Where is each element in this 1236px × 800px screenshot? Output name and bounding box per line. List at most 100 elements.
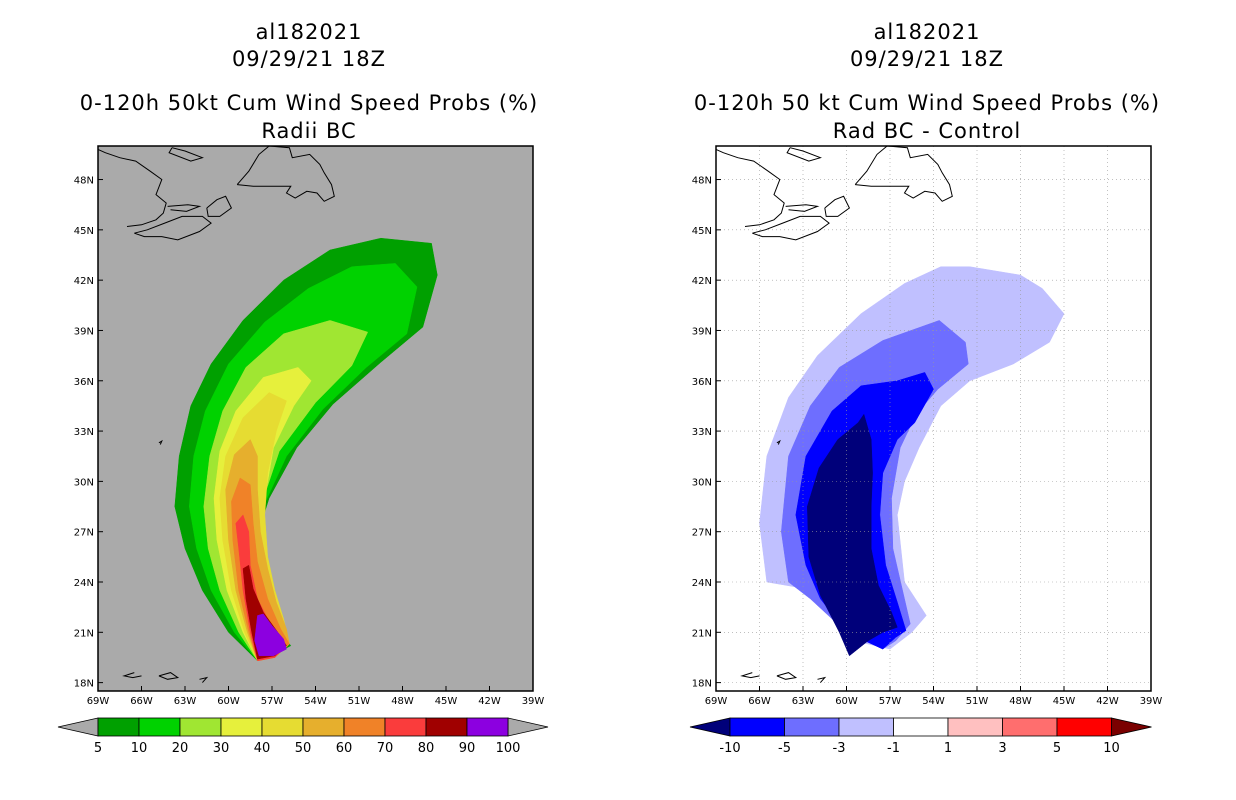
chart1-colorbar-label: 5 <box>1053 741 1061 756</box>
chart0-y-tick-label: 18N <box>74 679 94 690</box>
chart1-y-tick-label: 18N <box>692 679 712 690</box>
chart1-x-tick-label: 48W <box>1009 696 1032 707</box>
chart1-y-tick-label: 21N <box>692 628 712 639</box>
right-init-time: 09/29/21 18Z <box>849 47 1005 71</box>
chart0-x-tick-label: 48W <box>391 696 414 707</box>
chart0-x-tick-label: 51W <box>348 696 371 707</box>
chart0-colorbar-label: 40 <box>254 741 271 756</box>
chart1-coastline <box>715 148 785 227</box>
right-map-plot: 69W 66W 63W 60W 57W 54W 51W 48W 45W 42W 39W 18N 21N 2… <box>689 145 1163 756</box>
chart0-colorbar-swatch <box>425 717 468 737</box>
chart0-coastline <box>158 439 163 445</box>
chart0-colorbar-swatch <box>179 717 222 737</box>
chart0-y-tick-label: 24N <box>74 578 94 589</box>
chart0-colorbar-swatch <box>138 717 181 737</box>
chart0-x-tick-label: 39W <box>522 696 545 707</box>
chart0-colorbar-label: 70 <box>377 741 394 756</box>
chart0-colorbar-swatch <box>384 717 427 737</box>
chart0-y-tick-label: 27N <box>74 528 94 539</box>
chart1-coastline <box>817 676 827 683</box>
chart1-y-tick-label: 48N <box>692 176 712 187</box>
left-init-time: 09/29/21 18Z <box>231 47 387 71</box>
chart1-colorbar-label: -1 <box>887 741 900 756</box>
chart0-colorbar-swatch <box>343 717 386 737</box>
chart0-x-tick-label: 66W <box>130 696 153 707</box>
chart1-x-tick-label: 39W <box>1140 696 1163 707</box>
chart0-x-tick-label: 42W <box>478 696 501 707</box>
chart1-coastline <box>785 204 820 212</box>
chart1-y-tick-label: 42N <box>692 276 712 287</box>
chart1-coastline <box>776 672 798 680</box>
chart0-colorbar-label: 100 <box>496 741 521 756</box>
chart0-x-tick-label: 63W <box>174 696 197 707</box>
chart1-colorbar-extend-high <box>1111 717 1152 737</box>
chart0-coastline <box>168 147 204 162</box>
chart0-contour-90 <box>254 613 287 657</box>
chart1-y-tick-label: 24N <box>692 578 712 589</box>
chart0-colorbar-label: 10 <box>131 741 148 756</box>
chart0-coastline <box>206 195 233 217</box>
chart0-colorbar-extend-low <box>57 717 99 737</box>
chart0-x-tick-label: 60W <box>217 696 240 707</box>
chart0-coastline <box>134 215 212 241</box>
chart0-coastline <box>158 672 180 680</box>
chart0-colorbar-swatch <box>220 717 263 737</box>
right-chart-panel: al182021 09/29/21 18Z 0-120h 50 kt Cum W… <box>618 0 1236 800</box>
chart0-colorbar-swatch <box>466 717 509 737</box>
chart0-x-tick-label: 69W <box>87 696 110 707</box>
chart0-colorbar-label: 5 <box>94 741 102 756</box>
chart1-colorbar-swatch <box>947 717 1003 737</box>
chart1-colorbar-swatch <box>838 717 894 737</box>
chart0-y-tick-label: 39N <box>74 326 94 337</box>
chart0-y-tick-label: 30N <box>74 477 94 488</box>
chart1-contour--10 <box>807 413 898 657</box>
chart1-colorbar-swatch <box>784 717 840 737</box>
left-map-plot: 69W 66W 63W 60W 57W 54W 51W 48W 45W 42W 39W 18N 21N 2… <box>57 145 549 756</box>
chart0-colorbar-label: 50 <box>295 741 312 756</box>
chart0-colorbar-swatch <box>261 717 304 737</box>
chart0-y-tick-label: 42N <box>74 276 94 287</box>
chart0-colorbar-label: 90 <box>459 741 476 756</box>
chart1-colorbar-label: 3 <box>998 741 1006 756</box>
chart1-coastline <box>786 147 822 162</box>
chart1-colorbar-swatch <box>1002 717 1058 737</box>
chart1-coastline <box>740 672 760 679</box>
left-chart-title: 0-120h 50kt Cum Wind Speed Probs (%) <box>79 91 539 115</box>
chart0-y-tick-label: 33N <box>74 427 94 438</box>
chart1-x-tick-label: 66W <box>748 696 771 707</box>
chart1-y-tick-label: 39N <box>692 326 712 337</box>
chart0-colorbar-extend-high <box>507 717 549 737</box>
chart1-colorbar-swatch <box>1056 717 1112 737</box>
chart1-coastline <box>776 439 781 445</box>
chart1-coastline <box>824 195 851 217</box>
chart1-y-tick-label: 30N <box>692 477 712 488</box>
chart1-y-tick-label: 36N <box>692 377 712 388</box>
chart0-x-tick-label: 57W <box>261 696 284 707</box>
chart0-coastline <box>122 672 142 679</box>
chart1-colorbar-label: -5 <box>778 741 791 756</box>
chart0-coastline <box>167 204 202 212</box>
chart1-x-tick-label: 54W <box>922 696 945 707</box>
chart1-x-tick-label: 63W <box>792 696 815 707</box>
chart0-colorbar-label: 60 <box>336 741 353 756</box>
chart0-colorbar-label: 30 <box>213 741 230 756</box>
chart0-colorbar-swatch <box>302 717 345 737</box>
chart0-y-tick-label: 21N <box>74 628 94 639</box>
chart1-colorbar-extend-low <box>689 717 731 737</box>
left-storm-id: al182021 <box>255 20 363 44</box>
chart0-x-tick-label: 45W <box>435 696 458 707</box>
chart0-colorbar-label: 20 <box>172 741 189 756</box>
chart1-colorbar-label: 1 <box>944 741 952 756</box>
chart0-x-tick-label: 54W <box>304 696 327 707</box>
right-chart-title: 0-120h 50 kt Cum Wind Speed Probs (%) <box>693 91 1161 115</box>
right-chart-subtitle: Rad BC - Control <box>832 119 1022 143</box>
chart1-y-tick-label: 27N <box>692 528 712 539</box>
chart1-x-tick-label: 60W <box>835 696 858 707</box>
chart1-x-tick-label: 45W <box>1053 696 1076 707</box>
chart0-colorbar-label: 80 <box>418 741 435 756</box>
right-storm-id: al182021 <box>873 20 981 44</box>
chart0-coastline <box>199 676 209 683</box>
chart0-y-tick-label: 36N <box>74 377 94 388</box>
chart1-colorbar-label: 10 <box>1103 741 1120 756</box>
chart1-x-tick-label: 57W <box>879 696 902 707</box>
